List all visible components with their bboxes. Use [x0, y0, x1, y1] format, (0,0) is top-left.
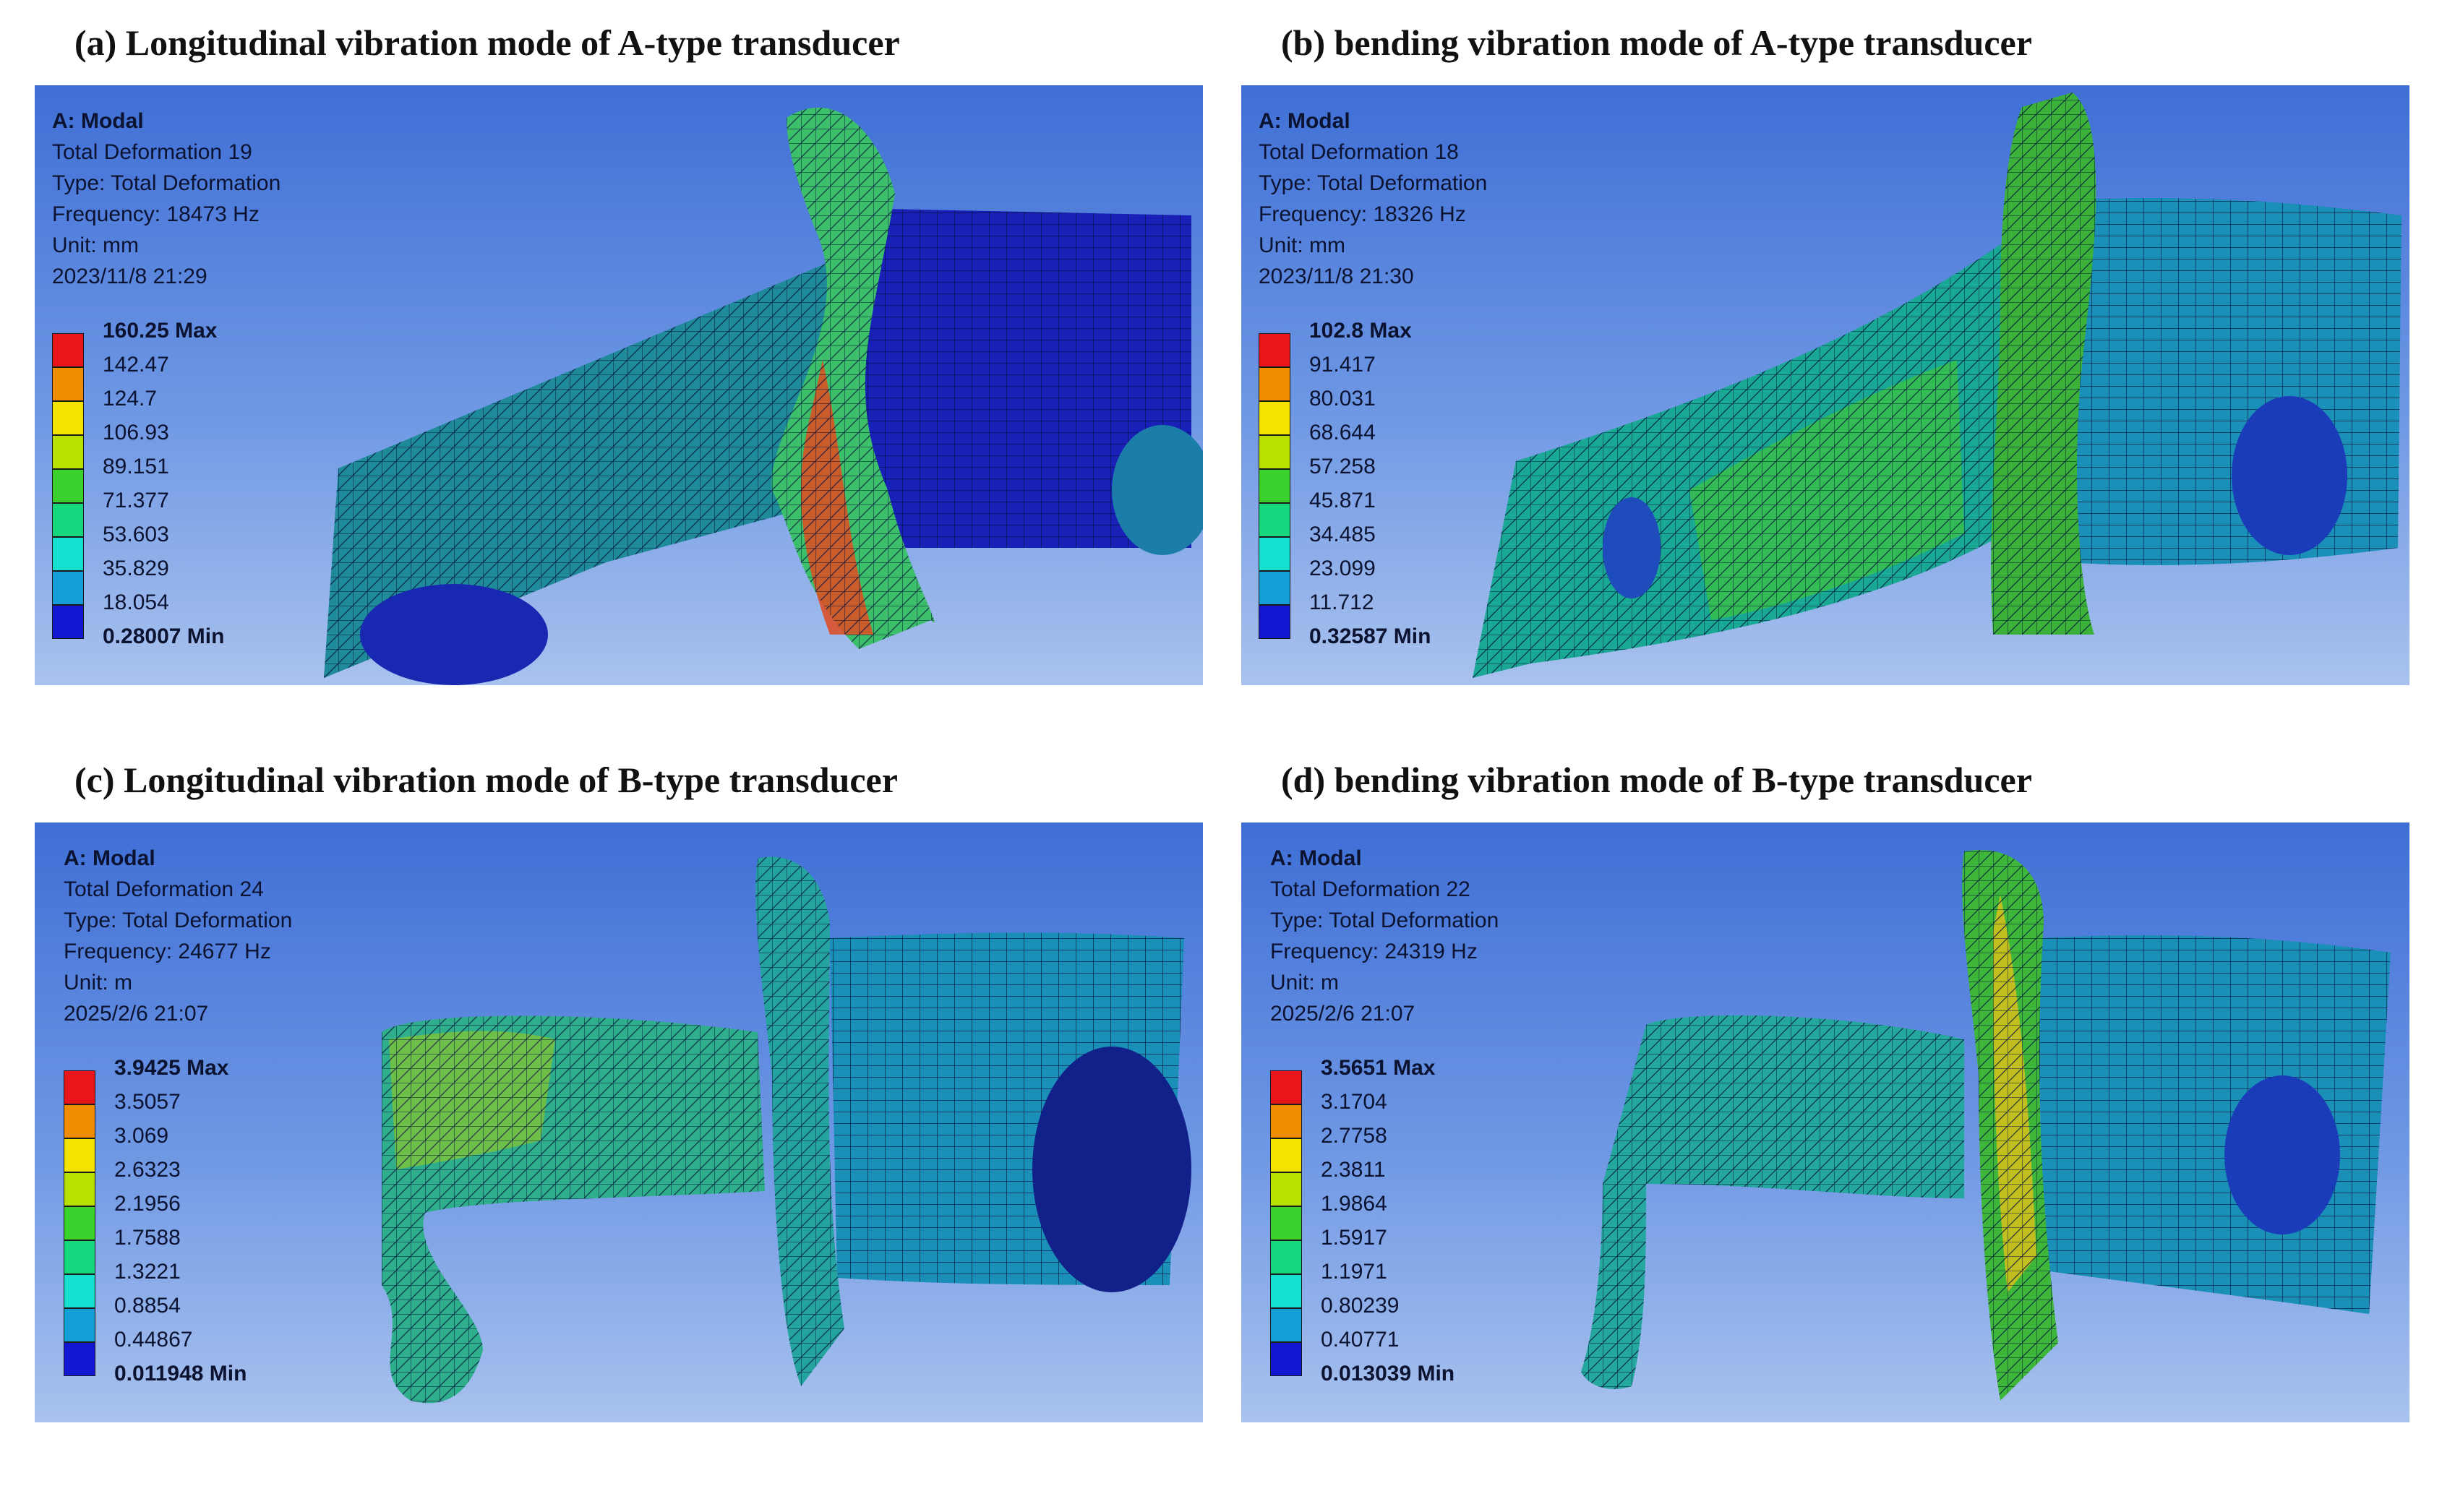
panel-a-info-timestamp: 2023/11/8 21:29: [52, 265, 207, 288]
panel-b-info-frequency: Frequency: 18326 Hz: [1259, 202, 1466, 226]
panel-a: A: Modal Total Deformation 19 Type: Tota…: [35, 85, 1203, 685]
panel-d-info-result: Total Deformation 22: [1270, 877, 1470, 901]
panel-c-info-unit: Unit: m: [64, 971, 133, 995]
panel-a-legend-max: 160.25 Max: [103, 319, 218, 343]
panel-a-info: A: Modal Total Deformation 19 Type: Tota…: [52, 106, 280, 292]
panel-b-legend-value: 45.871: [1309, 489, 1376, 512]
panel-a-mesh-render: [324, 107, 1203, 685]
panel-d-info-unit: Unit: m: [1270, 971, 1340, 995]
panel-c-caption: (c) Longitudinal vibration mode of B-typ…: [74, 760, 898, 800]
panel-c-info-title: A: Modal: [64, 846, 155, 870]
panel-a-legend-value: 53.603: [103, 523, 169, 546]
panel-d-mesh-render: [1581, 850, 2391, 1401]
panel-b-legend-value: 80.031: [1309, 387, 1376, 411]
panel-b: A: Modal Total Deformation 18 Type: Tota…: [1241, 85, 2409, 685]
panel-a-info-unit: Unit: mm: [52, 233, 139, 257]
panel-b-legend-value: 91.417: [1309, 353, 1376, 377]
panel-b-info-timestamp: 2023/11/8 21:30: [1259, 265, 1414, 288]
panel-a-info-type: Type: Total Deformation: [52, 171, 281, 195]
panel-a-info-frequency: Frequency: 18473 Hz: [52, 202, 260, 226]
panel-d-legend-value: 3.1704: [1321, 1090, 1387, 1114]
panel-c-legend-value: 1.3221: [114, 1260, 181, 1284]
panel-d-legend-min: 0.013039 Min: [1321, 1362, 1455, 1386]
panel-c-info-result: Total Deformation 24: [64, 877, 264, 901]
panel-d-legend-value: 1.5917: [1321, 1226, 1387, 1250]
panel-c-legend-value: 0.44867: [114, 1328, 193, 1352]
panel-d-legend-value: 1.1971: [1321, 1260, 1387, 1284]
panel-a-legend-value: 89.151: [103, 455, 169, 478]
panel-d-legend-value: 2.3811: [1321, 1158, 1386, 1182]
panel-a-legend-value: 35.829: [103, 557, 169, 580]
panel-d-legend-value: 0.80239: [1321, 1294, 1400, 1318]
panel-b-legend-value: 68.644: [1309, 421, 1376, 444]
panel-a-info-title: A: Modal: [52, 109, 144, 133]
panel-a-legend-value: 124.7: [103, 387, 158, 411]
panel-c-info-timestamp: 2025/2/6 21:07: [64, 1002, 209, 1026]
panel-d-legend-max: 3.5651 Max: [1321, 1056, 1436, 1080]
panel-b-legend-min: 0.32587 Min: [1309, 624, 1431, 648]
panel-c-info-type: Type: Total Deformation: [64, 909, 293, 932]
panel-a-legend-value: 71.377: [103, 489, 169, 512]
panel-b-info-title: A: Modal: [1259, 109, 1350, 133]
panel-c-legend-value: 3.5057: [114, 1090, 181, 1114]
panel-d-info: A: Modal Total Deformation 22 Type: Tota…: [1270, 843, 1499, 1029]
panel-c-legend-value: 3.069: [114, 1124, 169, 1148]
panel-b-legend-value: 34.485: [1309, 523, 1376, 546]
panel-a-legend-value: 142.47: [103, 353, 169, 377]
panel-c: A: Modal Total Deformation 24 Type: Tota…: [35, 822, 1203, 1422]
panel-b-mesh-render: [1473, 93, 2402, 678]
panel-c-legend-value: 2.6323: [114, 1158, 181, 1182]
panel-c-mesh-render: [382, 856, 1191, 1404]
panel-b-caption: (b) bending vibration mode of A-type tra…: [1281, 22, 2032, 63]
panel-d-legend-value: 1.9864: [1321, 1192, 1387, 1216]
panel-d: A: Modal Total Deformation 22 Type: Tota…: [1241, 822, 2409, 1422]
panel-c-info: A: Modal Total Deformation 24 Type: Tota…: [64, 843, 292, 1029]
panel-c-legend-value: 1.7588: [114, 1226, 181, 1250]
panel-b-info-unit: Unit: mm: [1259, 233, 1345, 257]
panel-b-legend-value: 23.099: [1309, 557, 1376, 580]
panel-b-info-type: Type: Total Deformation: [1259, 171, 1488, 195]
panel-d-legend-value: 2.7758: [1321, 1124, 1387, 1148]
panel-d-info-frequency: Frequency: 24319 Hz: [1270, 940, 1478, 963]
panel-d-legend-value: 0.40771: [1321, 1328, 1400, 1352]
panel-b-legend-value: 57.258: [1309, 455, 1376, 478]
panel-d-caption: (d) bending vibration mode of B-type tra…: [1281, 760, 2032, 800]
panel-c-legend-min: 0.011948 Min: [114, 1362, 247, 1386]
panel-c-info-frequency: Frequency: 24677 Hz: [64, 940, 271, 963]
panel-a-info-result: Total Deformation 19: [52, 140, 252, 164]
panel-b-info-result: Total Deformation 18: [1259, 140, 1459, 164]
panel-d-info-timestamp: 2025/2/6 21:07: [1270, 1002, 1415, 1026]
panel-a-legend-min: 0.28007 Min: [103, 624, 225, 648]
panel-d-info-title: A: Modal: [1270, 846, 1362, 870]
panel-a-legend-value: 18.054: [103, 590, 169, 614]
panel-c-legend-value: 0.8854: [114, 1294, 181, 1318]
panel-c-legend-max: 3.9425 Max: [114, 1056, 229, 1080]
panel-a-caption: (a) Longitudinal vibration mode of A-typ…: [74, 22, 900, 63]
panel-d-info-type: Type: Total Deformation: [1270, 909, 1499, 932]
panel-c-legend-value: 2.1956: [114, 1192, 181, 1216]
panel-a-legend-value: 106.93: [103, 421, 169, 444]
panel-b-legend-value: 11.712: [1309, 590, 1374, 614]
panel-b-info: A: Modal Total Deformation 18 Type: Tota…: [1259, 106, 1487, 292]
panel-b-legend-max: 102.8 Max: [1309, 319, 1412, 343]
